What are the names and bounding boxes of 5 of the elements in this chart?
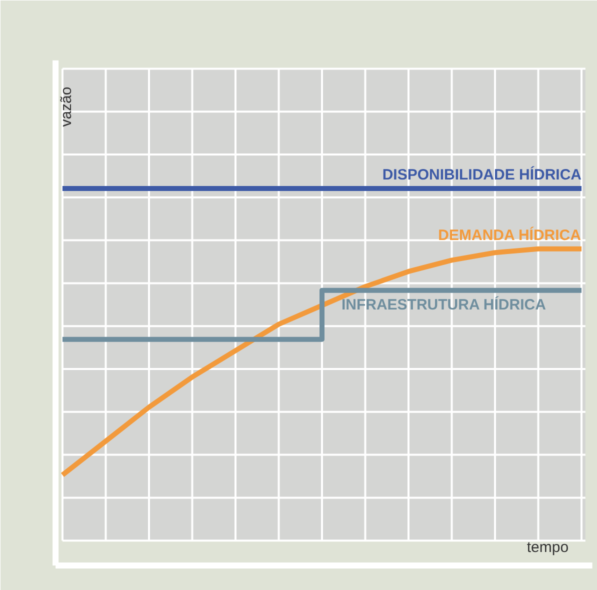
series-label: DEMANDA HÍDRICA [438, 226, 582, 244]
x-axis-title: tempo [526, 539, 569, 556]
series-label: INFRAESTRUTURA HÍDRICA [341, 295, 546, 314]
y-axis-title: vazão [58, 86, 76, 127]
series-label: DISPONIBILIDADE HÍDRICA [382, 166, 582, 184]
